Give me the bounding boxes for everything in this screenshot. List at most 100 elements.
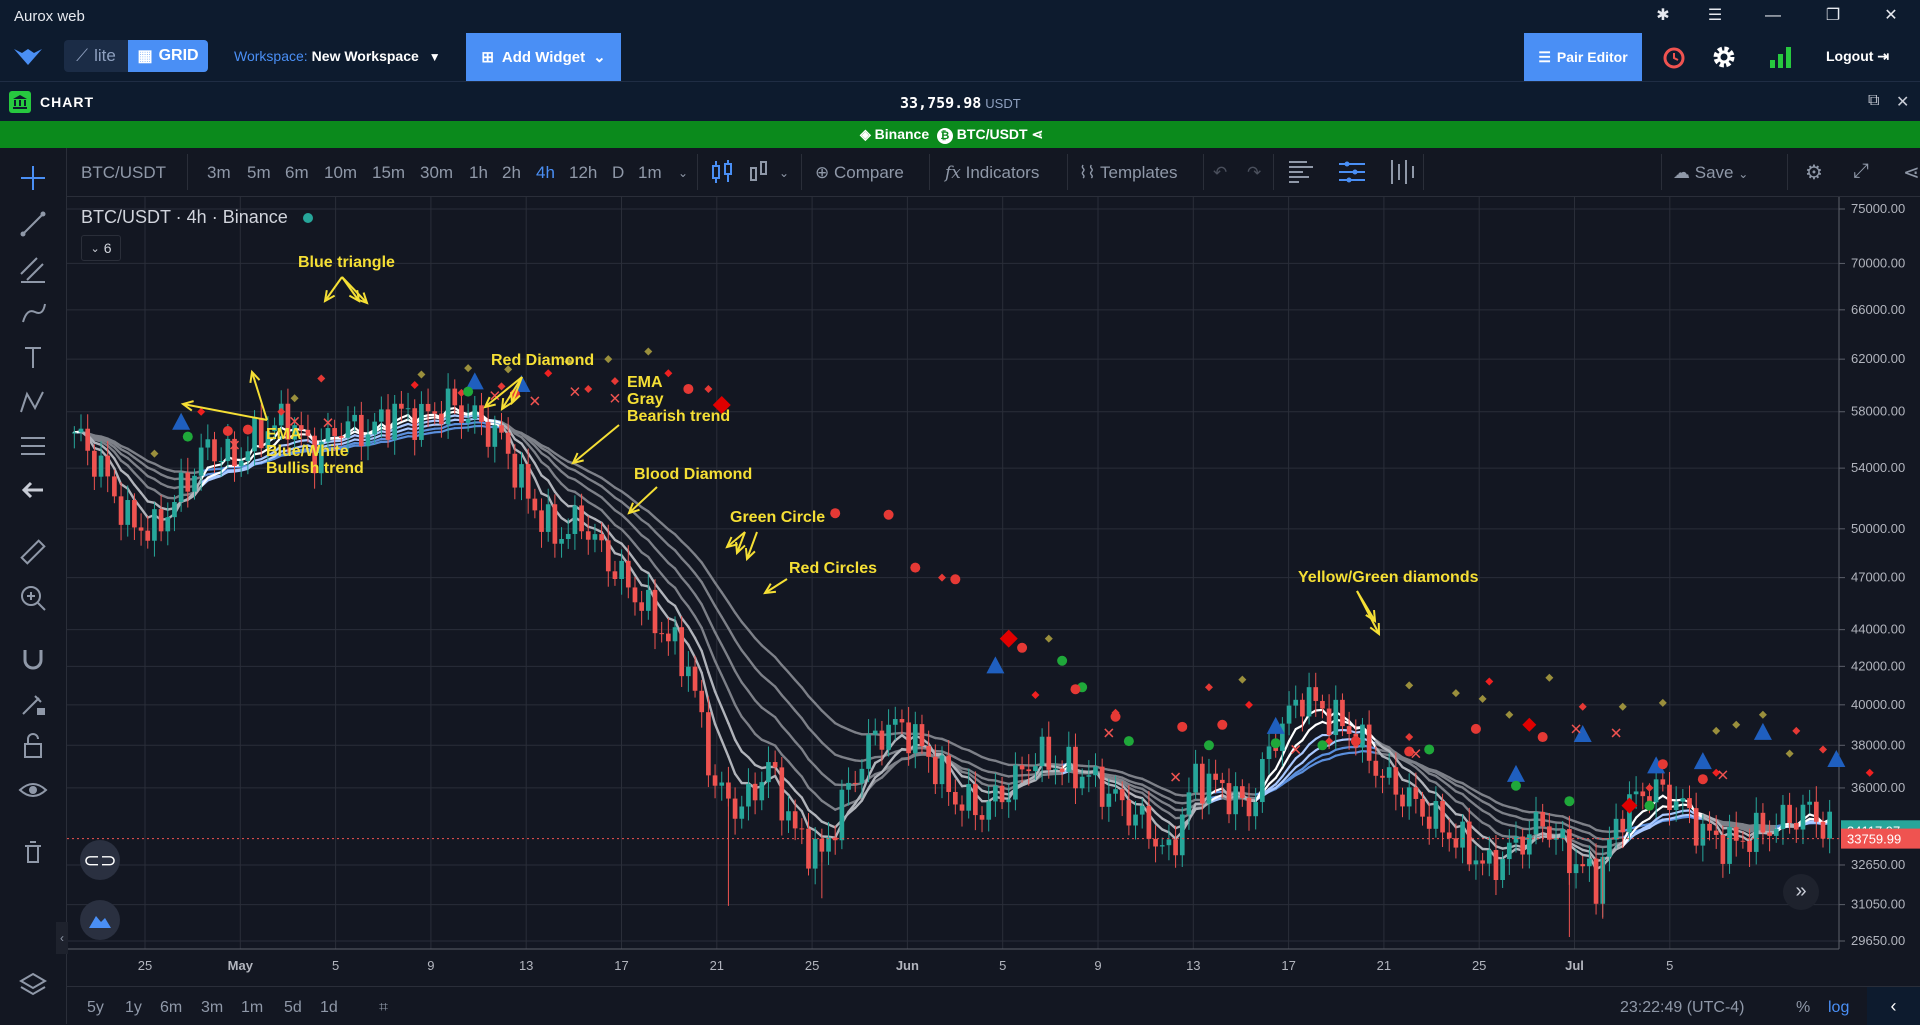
- range-3m[interactable]: 3m: [201, 999, 223, 1017]
- candle-body: [439, 414, 444, 425]
- workspace-selector[interactable]: Workspace:New Workspace▼: [234, 48, 441, 64]
- interval-3m[interactable]: 3m: [207, 163, 231, 183]
- interval-15m[interactable]: 15m: [372, 163, 405, 183]
- candle-body: [419, 404, 424, 440]
- channel-icon[interactable]: [17, 254, 49, 286]
- candle-body: [1781, 805, 1786, 829]
- undo-icon[interactable]: ↶: [1213, 163, 1227, 183]
- templates-button[interactable]: ⌇⌇ Templates: [1079, 163, 1178, 183]
- candle-body: [1147, 806, 1152, 839]
- layers-icon[interactable]: [17, 968, 49, 1000]
- candle-body: [519, 464, 524, 487]
- share-icon[interactable]: ⋖: [1903, 160, 1920, 185]
- scroll-to-realtime-button[interactable]: »: [1783, 874, 1819, 910]
- goto-date-icon[interactable]: ⌗: [379, 999, 388, 1017]
- gear-icon[interactable]: [1709, 42, 1739, 72]
- redo-icon[interactable]: ↷: [1247, 163, 1261, 183]
- red-circle-marker: [1017, 643, 1027, 653]
- magnet-icon[interactable]: [17, 644, 49, 676]
- candle-body: [1594, 859, 1599, 904]
- aurox-logo-icon[interactable]: [12, 45, 44, 69]
- interval-4h[interactable]: 4h: [536, 163, 555, 183]
- logout-button[interactable]: Logout ⇥: [1826, 48, 1889, 65]
- log-toggle[interactable]: log: [1828, 999, 1849, 1017]
- candle-body: [252, 418, 257, 452]
- candle-body: [125, 500, 130, 525]
- lock-icon[interactable]: [17, 730, 49, 762]
- compare-button[interactable]: ⊕ Compare: [815, 163, 904, 183]
- save-button[interactable]: ☁ Save ⌄: [1673, 163, 1748, 183]
- zoom-in-icon[interactable]: [17, 582, 49, 614]
- candle-body: [1514, 836, 1519, 842]
- range-1d[interactable]: 1d: [320, 999, 338, 1017]
- pair-editor-button[interactable]: ☰Pair Editor: [1524, 33, 1642, 81]
- range-1m[interactable]: 1m: [241, 999, 263, 1017]
- link-button[interactable]: ⊂⊃: [80, 840, 120, 880]
- interval-2h[interactable]: 2h: [502, 163, 521, 183]
- bar-style-icon[interactable]: [745, 158, 775, 186]
- feather-icon: ⟋: [76, 46, 88, 66]
- price-chart[interactable]: 75000.0070000.0066000.0062000.0058000.00…: [67, 197, 1920, 986]
- indicators-label: Indicators: [966, 163, 1040, 182]
- trash-icon[interactable]: [17, 836, 49, 868]
- interval-1mo[interactable]: 1m: [638, 163, 662, 183]
- interval-d[interactable]: D: [612, 163, 624, 183]
- depth-icon[interactable]: [1387, 158, 1417, 186]
- red-circle-marker: [223, 426, 233, 436]
- percent-toggle[interactable]: %: [1796, 999, 1810, 1017]
- eye-icon[interactable]: [17, 774, 49, 806]
- lite-mode-button[interactable]: ⟋lite: [64, 40, 128, 72]
- minimize-icon[interactable]: —: [1760, 5, 1786, 27]
- ruler-icon[interactable]: [17, 536, 49, 568]
- candle-body: [1547, 826, 1552, 839]
- interval-5m[interactable]: 5m: [247, 163, 271, 183]
- lock-drawing-icon[interactable]: [17, 688, 49, 720]
- indicator-count-toggle[interactable]: ⌄6: [81, 235, 121, 261]
- chevron-down-icon[interactable]: ⌄: [779, 166, 789, 180]
- alarm-icon[interactable]: [1660, 42, 1690, 72]
- text-tool-icon[interactable]: [17, 342, 49, 374]
- close-icon[interactable]: ✕: [1878, 5, 1904, 27]
- order-lines-icon[interactable]: [1337, 158, 1367, 186]
- settings-icon[interactable]: ⚙: [1805, 160, 1823, 185]
- collapse-panel-button[interactable]: ‹: [1867, 987, 1920, 1025]
- interval-12h[interactable]: 12h: [569, 163, 597, 183]
- volume-profile-icon[interactable]: [1287, 158, 1317, 186]
- add-widget-button[interactable]: ⊞Add Widget⌄: [466, 33, 621, 81]
- interval-30m[interactable]: 30m: [420, 163, 453, 183]
- range-5d[interactable]: 5d: [284, 999, 302, 1017]
- popout-icon[interactable]: ⧉: [1868, 92, 1879, 110]
- candle-body: [559, 539, 564, 544]
- candle-body: [1567, 829, 1572, 873]
- indicators-button[interactable]: fx Indicators: [945, 163, 1039, 183]
- candles-icon[interactable]: [707, 158, 737, 186]
- fullscreen-icon[interactable]: ⤢: [1853, 160, 1869, 183]
- maximize-icon[interactable]: ❐: [1820, 5, 1846, 27]
- range-5y[interactable]: 5y: [87, 999, 104, 1017]
- share-icon[interactable]: ⋖: [1031, 126, 1043, 142]
- collapse-toolbar-button[interactable]: ‹: [56, 922, 68, 954]
- menu-icon[interactable]: ☰: [1702, 5, 1728, 27]
- currency-label: USDT: [985, 96, 1020, 111]
- interval-10m[interactable]: 10m: [324, 163, 357, 183]
- brush-icon[interactable]: [17, 298, 49, 330]
- candle-body: [766, 762, 771, 782]
- pattern-icon[interactable]: [17, 386, 49, 418]
- symbol-search[interactable]: BTC/USDT: [81, 163, 166, 183]
- close-widget-icon[interactable]: ✕: [1896, 92, 1909, 112]
- interval-6m[interactable]: 6m: [285, 163, 309, 183]
- extension-icon[interactable]: ✱: [1650, 5, 1676, 27]
- range-1y[interactable]: 1y: [125, 999, 142, 1017]
- candle-body: [205, 439, 210, 447]
- range-6m[interactable]: 6m: [160, 999, 182, 1017]
- crosshair-icon[interactable]: [17, 162, 49, 194]
- chevron-down-icon[interactable]: ⌄: [678, 166, 688, 180]
- interval-1h[interactable]: 1h: [469, 163, 488, 183]
- mountain-button[interactable]: [80, 900, 120, 940]
- arrow-left-icon[interactable]: [17, 474, 49, 506]
- trendline-icon[interactable]: [17, 208, 49, 240]
- signal-icon[interactable]: [1767, 42, 1797, 72]
- candle-body: [472, 405, 477, 419]
- grid-mode-button[interactable]: ▦GRID: [128, 40, 208, 72]
- prediction-icon[interactable]: [17, 430, 49, 462]
